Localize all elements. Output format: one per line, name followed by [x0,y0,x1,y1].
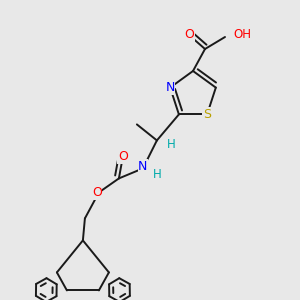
Text: OH: OH [233,28,251,41]
Text: H: H [167,138,175,151]
Text: O: O [118,150,128,163]
Text: O: O [92,186,102,199]
Text: N: N [138,160,148,173]
Text: S: S [203,108,211,121]
Text: H: H [152,168,161,181]
Text: N: N [166,81,175,94]
Text: O: O [184,28,194,41]
